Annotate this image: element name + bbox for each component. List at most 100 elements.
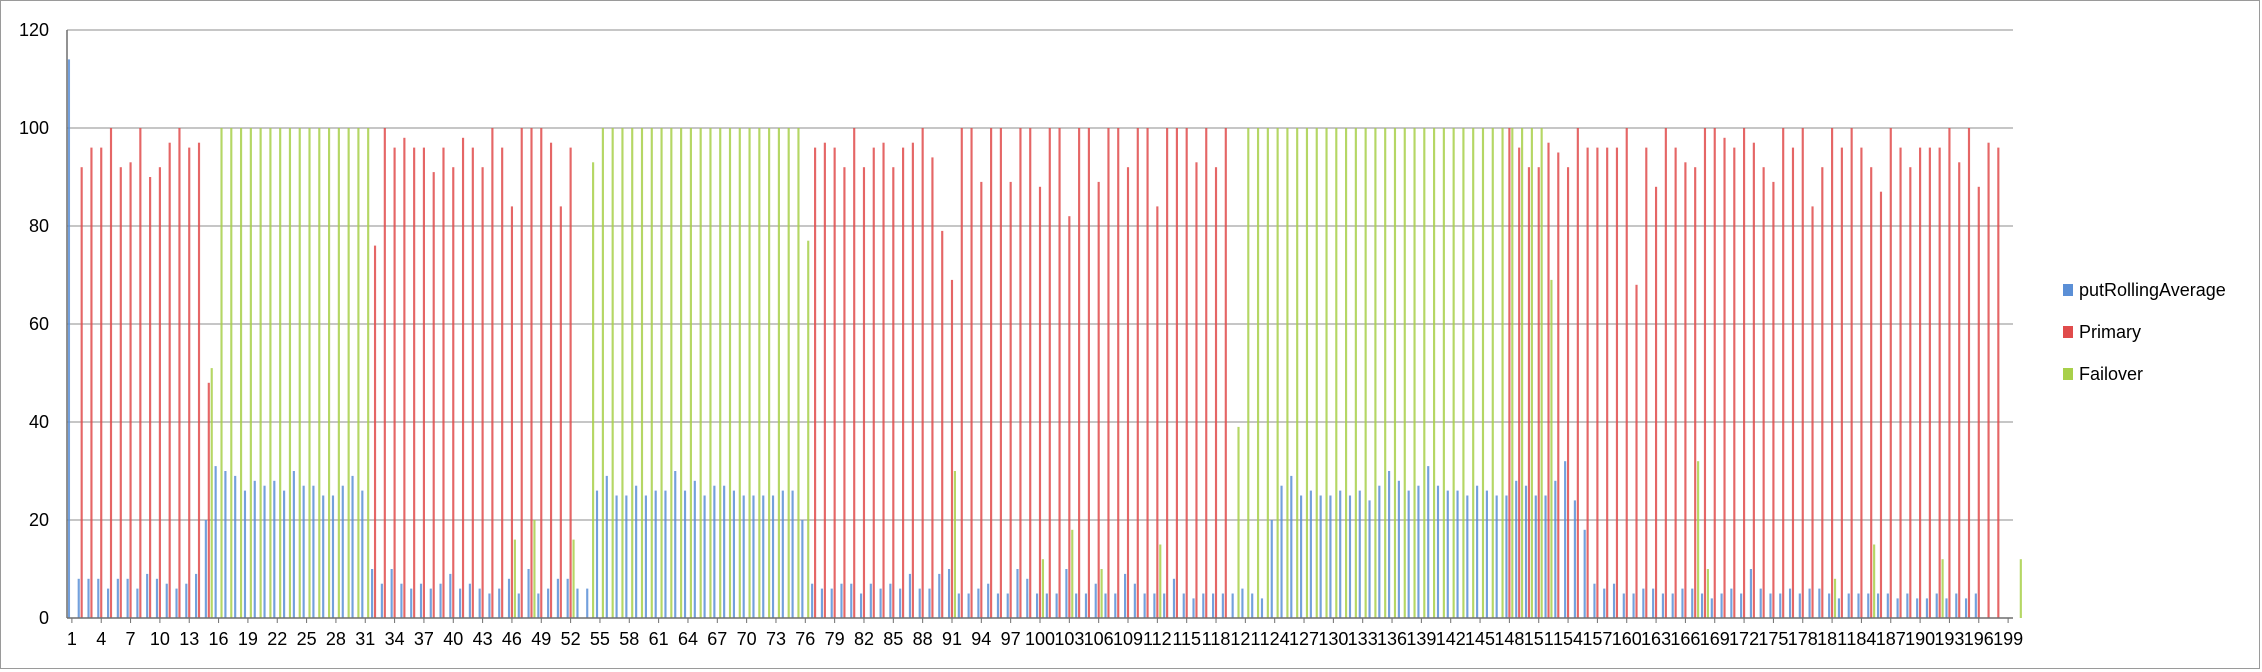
bar-putRollingAverage-43 xyxy=(478,588,481,618)
bar-Failover-91 xyxy=(953,471,956,618)
x-tick-label: 37 xyxy=(414,629,434,649)
bar-Failover-31 xyxy=(367,128,370,618)
bar-putRollingAverage-51 xyxy=(556,578,559,618)
bar-putRollingAverage-167 xyxy=(1691,588,1694,618)
bar-putRollingAverage-105 xyxy=(1084,593,1088,618)
bar-Primary-37 xyxy=(422,147,425,618)
bar-Primary-179 xyxy=(1811,206,1814,618)
bar-putRollingAverage-93 xyxy=(967,593,970,618)
x-tick-label: 157 xyxy=(1582,629,1612,649)
bar-Primary-106 xyxy=(1097,181,1100,618)
bar-putRollingAverage-57 xyxy=(615,495,618,618)
x-tick-label: 34 xyxy=(385,629,405,649)
x-tick-label: 196 xyxy=(1964,629,1994,649)
bar-Primary-104 xyxy=(1078,128,1081,618)
bar-putRollingAverage-126 xyxy=(1290,475,1293,618)
bar-Primary-162 xyxy=(1645,147,1648,618)
y-tick-label: 60 xyxy=(29,314,49,334)
bar-Failover-73 xyxy=(777,128,780,618)
bar-Failover-17 xyxy=(230,128,233,618)
bar-putRollingAverage-101 xyxy=(1045,593,1048,618)
bar-Primary-180 xyxy=(1821,167,1824,618)
bar-putRollingAverage-94 xyxy=(977,588,980,618)
bar-Failover-151 xyxy=(1540,128,1543,618)
bar-Primary-177 xyxy=(1791,147,1795,618)
bar-putRollingAverage-136 xyxy=(1388,471,1391,618)
bar-putRollingAverage-129 xyxy=(1319,495,1322,618)
bar-putRollingAverage-67 xyxy=(713,485,716,618)
bar-Failover-120 xyxy=(1237,426,1240,618)
bar-putRollingAverage-85 xyxy=(889,583,892,618)
bar-putRollingAverage-159 xyxy=(1612,583,1616,618)
bar-Failover-145 xyxy=(1481,128,1485,618)
bar-Primary-182 xyxy=(1840,147,1843,618)
x-tick-label: 67 xyxy=(707,629,727,649)
bar-putRollingAverage-49 xyxy=(537,593,540,618)
legend-swatch-Failover xyxy=(2063,368,2073,380)
bar-Primary-198 xyxy=(1997,147,2000,618)
bar-putRollingAverage-157 xyxy=(1593,583,1596,618)
bar-putRollingAverage-134 xyxy=(1368,500,1371,618)
bar-Failover-15 xyxy=(210,368,213,618)
bar-putRollingAverage-182 xyxy=(1837,598,1841,618)
series-Primary xyxy=(80,128,2000,619)
x-tick-label: 1 xyxy=(67,629,77,649)
bar-putRollingAverage-10 xyxy=(155,578,159,618)
bar-Primary-12 xyxy=(178,128,181,618)
bar-Failover-125 xyxy=(1286,128,1289,618)
bar-Primary-8 xyxy=(139,128,142,618)
x-tick-label: 172 xyxy=(1729,629,1759,649)
bar-Primary-160 xyxy=(1625,128,1628,618)
x-tick-label: 142 xyxy=(1436,629,1466,649)
bar-putRollingAverage-106 xyxy=(1094,583,1097,618)
legend-swatch-putRollingAverage xyxy=(2063,284,2073,296)
bar-Primary-79 xyxy=(833,147,836,618)
bar-putRollingAverage-4 xyxy=(97,578,100,618)
bar-putRollingAverage-137 xyxy=(1397,480,1400,618)
bar-putRollingAverage-186 xyxy=(1876,593,1880,618)
bar-putRollingAverage-171 xyxy=(1730,588,1733,618)
bar-putRollingAverage-163 xyxy=(1652,588,1655,618)
bar-putRollingAverage-91 xyxy=(947,569,951,618)
bar-Failover-26 xyxy=(318,128,321,618)
bar-putRollingAverage-161 xyxy=(1632,593,1635,618)
x-tick-label: 85 xyxy=(883,629,903,649)
bar-Primary-87 xyxy=(911,142,914,618)
bar-putRollingAverage-14 xyxy=(195,573,198,618)
bar-putRollingAverage-172 xyxy=(1740,593,1743,618)
bar-Primary-33 xyxy=(383,128,386,618)
bar-Primary-97 xyxy=(1009,181,1012,618)
bar-putRollingAverage-96 xyxy=(996,593,1000,618)
bar-Failover-67 xyxy=(719,128,722,618)
bar-putRollingAverage-45 xyxy=(498,588,501,618)
bar-Failover-131 xyxy=(1345,128,1348,618)
bar-putRollingAverage-165 xyxy=(1671,593,1674,618)
x-tick-label: 181 xyxy=(1817,629,1847,649)
bar-putRollingAverage-26 xyxy=(312,485,315,618)
bar-Primary-153 xyxy=(1557,152,1560,618)
bar-Primary-187 xyxy=(1889,128,1892,618)
bar-Primary-118 xyxy=(1214,167,1218,618)
bar-putRollingAverage-166 xyxy=(1681,588,1684,618)
bar-Primary-173 xyxy=(1752,142,1755,618)
bar-Primary-189 xyxy=(1909,167,1912,618)
bar-Primary-35 xyxy=(403,137,406,619)
bar-Primary-90 xyxy=(941,230,944,618)
bar-Primary-112 xyxy=(1156,206,1159,618)
bar-putRollingAverage-92 xyxy=(957,593,960,618)
bar-putRollingAverage-18 xyxy=(234,475,237,618)
bar-Primary-42 xyxy=(471,147,474,618)
bar-putRollingAverage-58 xyxy=(625,495,628,618)
bar-Primary-77 xyxy=(814,147,817,618)
x-tick-label: 46 xyxy=(502,629,522,649)
bar-putRollingAverage-73 xyxy=(771,495,775,618)
bar-putRollingAverage-25 xyxy=(302,485,305,618)
legend-swatch-Primary xyxy=(2063,326,2073,338)
bar-Failover-66 xyxy=(709,128,712,618)
bar-Primary-181 xyxy=(1831,128,1834,618)
bar-Failover-23 xyxy=(288,128,292,618)
bar-putRollingAverage-155 xyxy=(1573,500,1576,618)
bar-putRollingAverage-22 xyxy=(273,480,276,618)
bar-putRollingAverage-196 xyxy=(1974,593,1977,618)
x-tick-label: 151 xyxy=(1524,629,1554,649)
